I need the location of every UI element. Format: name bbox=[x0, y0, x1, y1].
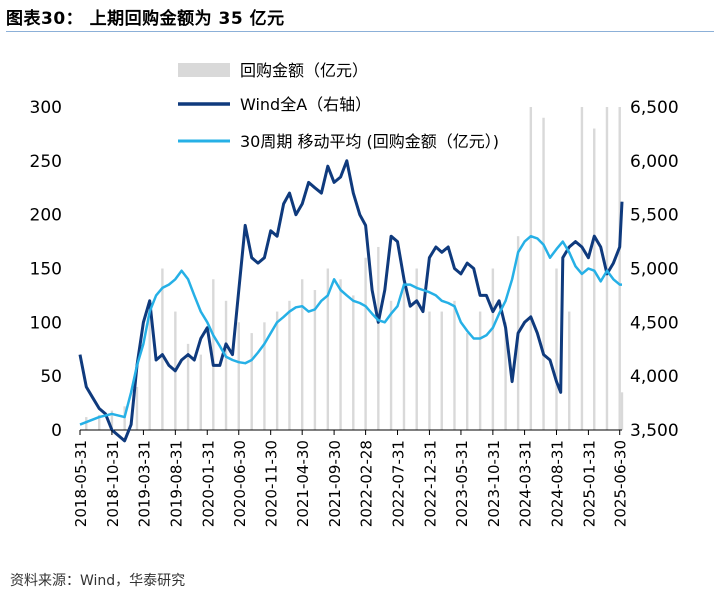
bar bbox=[440, 311, 443, 430]
x-tick-label: 2025-06-30 bbox=[612, 440, 630, 527]
bar bbox=[402, 279, 406, 430]
y-left-tick-label: 200 bbox=[30, 206, 62, 226]
x-tick-label: 2024-08-31 bbox=[548, 440, 566, 527]
bar bbox=[377, 246, 380, 430]
x-tick-label: 2022-07-31 bbox=[390, 440, 408, 527]
x-tick-label: 2020-06-30 bbox=[231, 440, 249, 527]
bar bbox=[300, 279, 304, 430]
y-right-tick-label: 4,000 bbox=[630, 367, 679, 387]
legend-swatch-bars bbox=[178, 63, 230, 77]
x-tick-label: 2021-04-30 bbox=[294, 440, 312, 527]
bar bbox=[97, 414, 101, 430]
x-tick-label: 2020-01-31 bbox=[199, 440, 217, 527]
bar bbox=[491, 268, 495, 430]
bar bbox=[275, 311, 279, 430]
chart-title: 图表30： 上期回购金额为 35 亿元 bbox=[6, 9, 285, 29]
bar bbox=[478, 311, 482, 430]
legend-label: 30周期 移动平均 (回购金额（亿元）) bbox=[240, 132, 499, 151]
bar bbox=[288, 300, 291, 430]
legend-label: 回购金额（亿元） bbox=[240, 61, 368, 80]
title-divider bbox=[6, 31, 714, 32]
x-tick-label: 2022-12-31 bbox=[421, 440, 439, 527]
y-left-tick-label: 250 bbox=[30, 152, 62, 172]
y-right-tick-label: 3,500 bbox=[630, 421, 679, 441]
axis-ticks: 0 50 100 150 200 250 300 3,500 4,000 4,500 5,000 5,… bbox=[30, 98, 679, 527]
x-tick-label: 2018-05-31 bbox=[72, 440, 90, 527]
x-tick-label: 2023-05-31 bbox=[453, 440, 471, 527]
bar bbox=[529, 107, 533, 430]
x-tick-label: 2024-03-31 bbox=[517, 440, 535, 527]
bar bbox=[326, 268, 330, 430]
bar bbox=[618, 107, 621, 430]
bar bbox=[453, 300, 456, 430]
y-left-tick-label: 0 bbox=[51, 421, 62, 441]
y-right-tick-label: 6,000 bbox=[630, 152, 679, 172]
bar bbox=[389, 300, 393, 430]
line-series bbox=[78, 159, 624, 443]
y-right-tick-label: 4,500 bbox=[630, 313, 679, 333]
bar bbox=[313, 290, 317, 430]
bar bbox=[85, 417, 88, 430]
x-tick-label: 2019-03-31 bbox=[135, 440, 153, 527]
bar bbox=[186, 343, 190, 430]
legend-label: Wind全A（右轴） bbox=[240, 95, 371, 114]
bar bbox=[428, 311, 431, 430]
bar-series bbox=[85, 107, 624, 431]
bar bbox=[161, 268, 164, 430]
bar bbox=[110, 410, 114, 430]
bar bbox=[466, 333, 469, 430]
bar bbox=[263, 322, 266, 430]
bar bbox=[555, 268, 558, 430]
bar bbox=[364, 257, 367, 430]
legend: 回购金额（亿元） Wind全A（右轴） 30周期 移动平均 (回购金额（亿元）) bbox=[178, 61, 499, 151]
source-note: 资料来源：Wind，华泰研究 bbox=[10, 573, 186, 589]
series-line-1 bbox=[78, 159, 624, 443]
y-right-tick-label: 5,000 bbox=[630, 260, 679, 280]
bar bbox=[620, 392, 624, 430]
bar bbox=[199, 354, 202, 430]
series-line-2 bbox=[79, 234, 622, 426]
bar bbox=[224, 300, 228, 430]
y-left-tick-label: 50 bbox=[40, 367, 62, 387]
bar bbox=[568, 311, 571, 430]
x-tick-label: 2020-11-30 bbox=[263, 440, 281, 527]
bar bbox=[352, 295, 355, 430]
x-tick-label: 2018-10-31 bbox=[104, 440, 122, 527]
y-right-tick-label: 6,500 bbox=[630, 98, 679, 118]
bar bbox=[250, 333, 253, 430]
bar bbox=[593, 128, 596, 431]
y-left-tick-label: 100 bbox=[30, 313, 62, 333]
x-tick-label: 2019-08-31 bbox=[167, 440, 185, 527]
x-tick-label: 2025-01-31 bbox=[580, 440, 598, 527]
bar bbox=[237, 322, 240, 430]
bar bbox=[212, 279, 215, 430]
bar bbox=[148, 300, 151, 430]
bar bbox=[504, 322, 507, 430]
bar bbox=[339, 279, 342, 430]
x-tick-label: 2022-02-28 bbox=[358, 440, 376, 527]
x-tick-label: 2021-09-30 bbox=[326, 440, 344, 527]
bar bbox=[415, 268, 418, 430]
bar bbox=[580, 107, 584, 430]
x-tick-label: 2023-10-31 bbox=[485, 440, 503, 527]
y-left-tick-label: 300 bbox=[30, 98, 62, 118]
bar bbox=[135, 386, 139, 430]
y-right-tick-label: 5,500 bbox=[630, 206, 679, 226]
y-left-tick-label: 150 bbox=[30, 260, 62, 280]
bar bbox=[542, 117, 545, 431]
